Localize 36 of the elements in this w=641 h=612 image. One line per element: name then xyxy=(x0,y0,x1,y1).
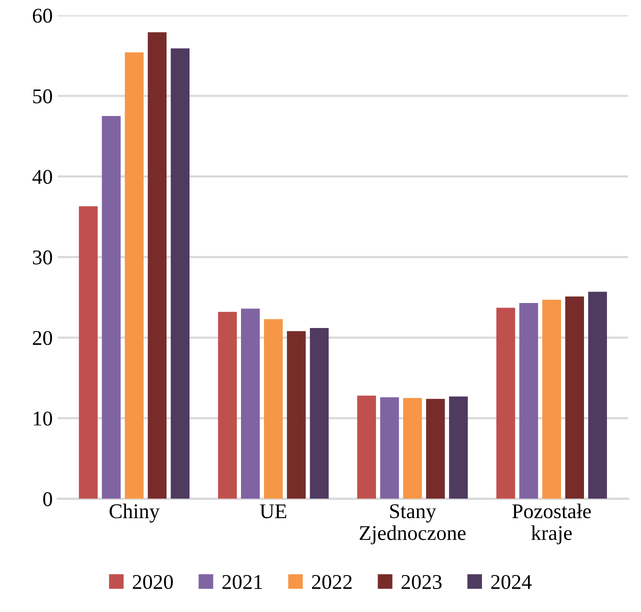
bar xyxy=(403,398,422,499)
bar xyxy=(542,300,562,499)
bar xyxy=(310,328,329,499)
y-tick-label: 30 xyxy=(32,250,52,264)
x-tick-label: Stany Zjednoczone xyxy=(360,504,466,544)
y-tick-label: 10 xyxy=(34,412,52,426)
bar xyxy=(519,302,538,499)
legend-label: 2021 xyxy=(222,574,262,590)
legend-label: 2024 xyxy=(491,574,532,590)
legend-label: 2020 xyxy=(132,574,173,590)
bar xyxy=(124,52,144,499)
x-tick-label: Chiny xyxy=(110,504,160,523)
bar xyxy=(588,292,607,499)
bar xyxy=(357,396,376,499)
legend-label: 2022 xyxy=(312,574,352,590)
bar xyxy=(78,206,98,499)
bar xyxy=(148,32,167,499)
bar xyxy=(426,398,445,499)
bar xyxy=(241,308,260,499)
y-tick-label: 0 xyxy=(43,492,52,506)
bar xyxy=(264,319,283,499)
bar xyxy=(102,116,121,499)
bar xyxy=(170,48,190,499)
x-tick-label: UE xyxy=(260,504,286,518)
bar xyxy=(380,397,399,499)
y-tick-label: 50 xyxy=(33,89,52,104)
bar xyxy=(286,331,306,499)
y-tick-label: 20 xyxy=(32,330,52,346)
bar xyxy=(496,308,516,499)
x-tick-label: Pozostałe kraje xyxy=(512,504,591,544)
y-tick-label: 40 xyxy=(32,170,52,184)
bar xyxy=(565,296,584,499)
bar xyxy=(218,312,237,499)
y-tick-label: 60 xyxy=(32,8,52,23)
legend-label: 2023 xyxy=(402,574,442,590)
bar xyxy=(449,396,468,499)
